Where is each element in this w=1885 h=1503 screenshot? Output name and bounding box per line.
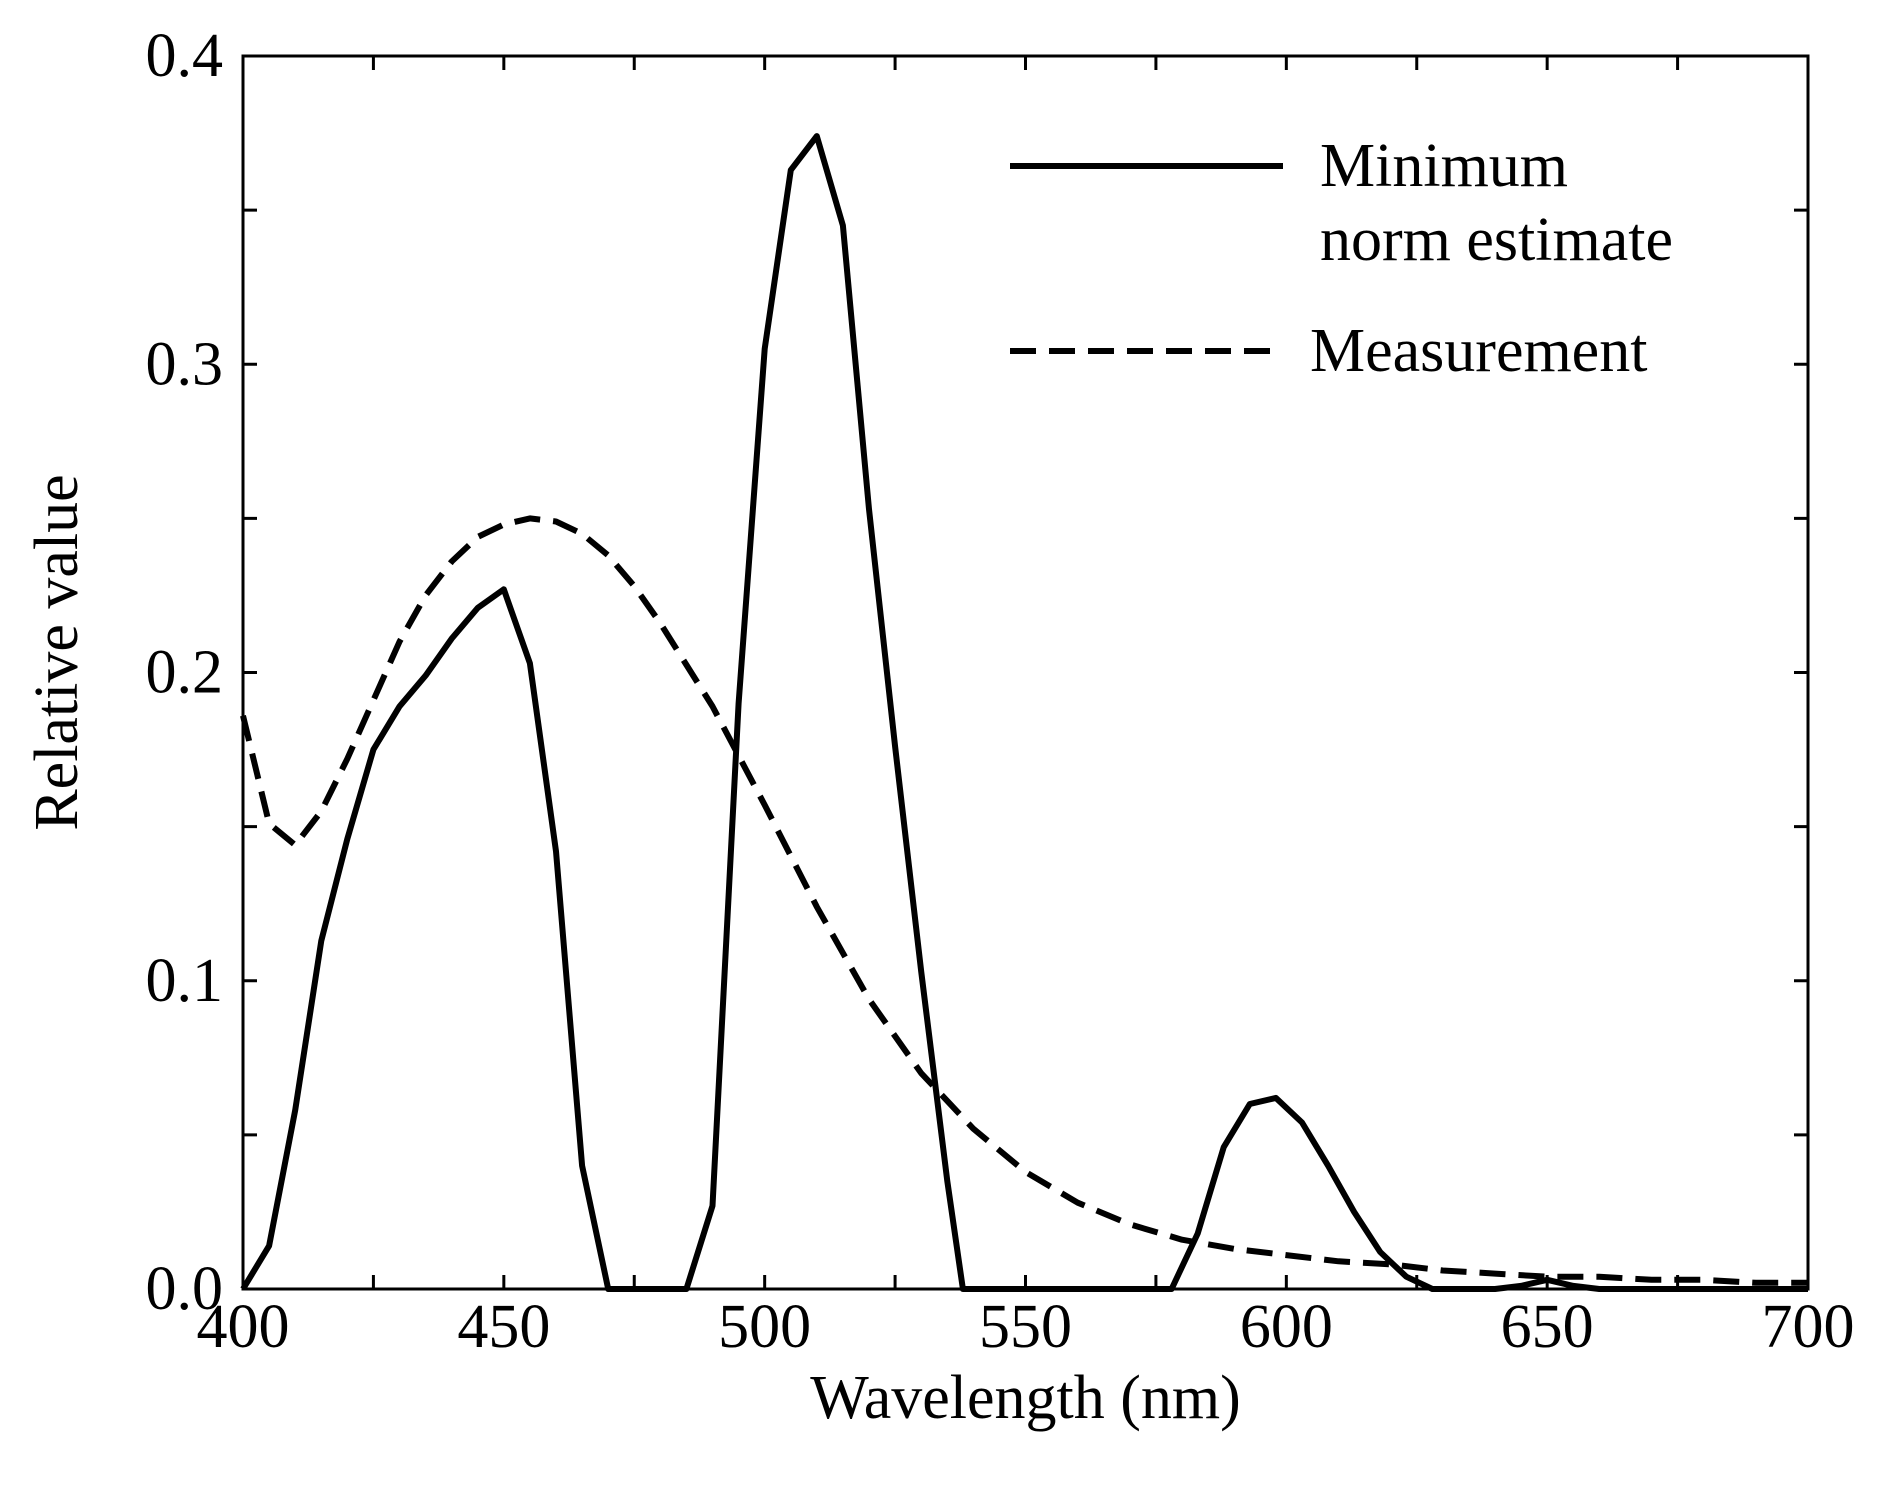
x-tick-label: 500 bbox=[718, 1293, 811, 1361]
y-axis-title: Relative value bbox=[23, 474, 91, 830]
y-tick-label: 0.0 bbox=[146, 1255, 224, 1323]
x-tick-labels: 400 450 500 550 600 650 700 bbox=[197, 1293, 1855, 1361]
series-line-measurement bbox=[240, 515, 1808, 1286]
y-tick-label: 0.4 bbox=[146, 22, 224, 90]
legend-label: Measurement bbox=[1310, 317, 1647, 385]
x-tick-label: 600 bbox=[1240, 1293, 1333, 1361]
y-tick-label: 0.1 bbox=[146, 947, 224, 1015]
x-tick-label: 400 bbox=[197, 1293, 290, 1361]
x-tick-label: 550 bbox=[979, 1293, 1072, 1361]
y-tick-labels: 0.0 0.1 0.2 0.3 0.4 bbox=[146, 22, 224, 1323]
x-tick-label: 700 bbox=[1762, 1293, 1855, 1361]
legend-label: norm estimate bbox=[1320, 206, 1673, 274]
y-tick-label: 0.3 bbox=[146, 330, 224, 398]
x-tick-label: 650 bbox=[1501, 1293, 1594, 1361]
plot-frame bbox=[241, 54, 1810, 1291]
x-axis-title: Wavelength (nm) bbox=[810, 1364, 1241, 1432]
x-tick-label: 450 bbox=[457, 1293, 550, 1361]
legend-label: Minimum bbox=[1320, 132, 1568, 200]
y-tick-label: 0.2 bbox=[146, 639, 224, 707]
